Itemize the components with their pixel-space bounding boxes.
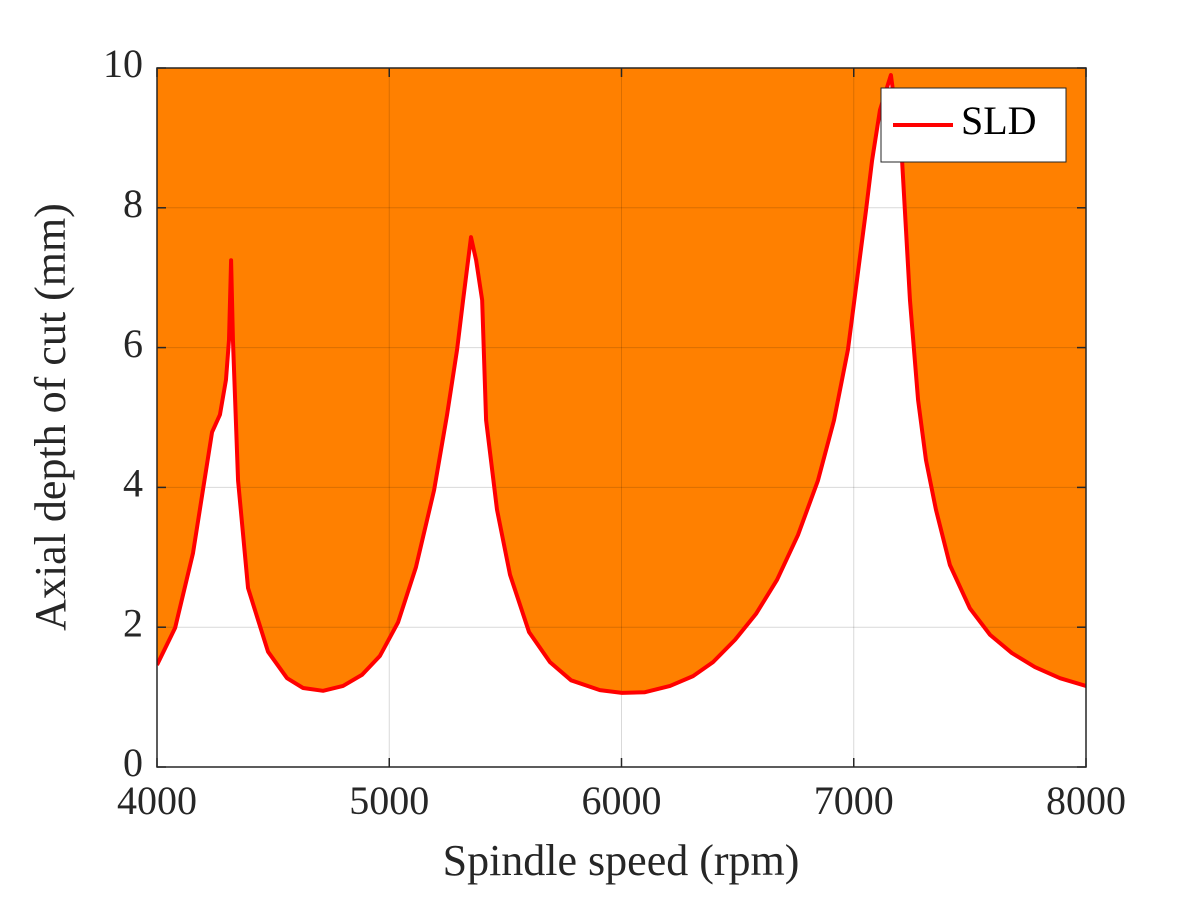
y-tick-label: 6	[123, 321, 143, 366]
x-axis-label: Spindle speed (rpm)	[443, 836, 800, 885]
y-axis-label: Axial depth of cut (mm)	[26, 203, 75, 631]
x-tick-label: 4000	[117, 778, 197, 823]
y-tick-label: 0	[123, 740, 143, 785]
x-tick-label: 5000	[349, 778, 429, 823]
x-tick-label: 7000	[814, 778, 894, 823]
legend-label: SLD	[961, 98, 1037, 143]
x-tick-label: 8000	[1046, 778, 1126, 823]
sld-line	[157, 72, 1086, 695]
unstable-region	[157, 68, 1086, 693]
x-tick-label: 6000	[582, 778, 662, 823]
overlay: 4000 5000 6000 7000 8000 0 2 4 6 8 10 SLD	[103, 41, 1126, 823]
y-tick-label: 10	[103, 41, 143, 86]
y-tick-label: 2	[123, 600, 143, 645]
y-tick-label: 8	[123, 181, 143, 226]
plot-layer	[157, 68, 1086, 767]
y-tick-label: 4	[123, 461, 143, 506]
